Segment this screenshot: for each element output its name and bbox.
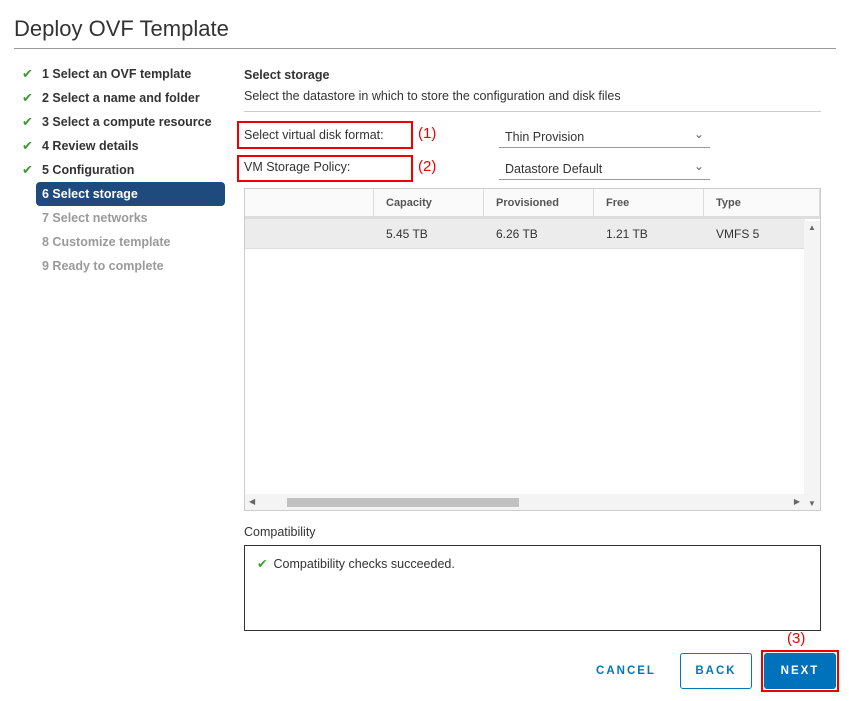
chevron-down-icon: ⌄ — [693, 159, 704, 173]
back-button[interactable]: BACK — [680, 653, 752, 689]
check-icon: ✔ — [22, 162, 33, 177]
cell-capacity: 5.45 TB — [386, 227, 428, 241]
annotation-label: (1) — [418, 125, 437, 142]
divider — [244, 111, 821, 112]
storage-policy-select[interactable]: Datastore Default ⌄ — [499, 156, 710, 180]
page-title: Deploy OVF Template — [14, 16, 229, 41]
main-panel: Select storage Select the datastore in w… — [244, 62, 821, 112]
check-icon: ✔ — [22, 138, 33, 153]
horizontal-scrollbar[interactable]: ◀ ▶ — [245, 494, 804, 510]
divider — [14, 48, 836, 49]
table-row[interactable]: 5.45 TB 6.26 TB 1.21 TB VMFS 5 — [245, 219, 805, 249]
step-label: 5 Configuration — [42, 163, 135, 177]
step-label: 9 Ready to complete — [42, 259, 164, 273]
column-header-free[interactable]: Free — [594, 189, 704, 216]
cancel-button[interactable]: CANCEL — [596, 665, 656, 677]
storage-policy-label: VM Storage Policy: — [244, 160, 351, 174]
scroll-left-icon[interactable]: ◀ — [249, 497, 256, 506]
disk-format-select[interactable]: Thin Provision ⌄ — [499, 124, 710, 148]
wizard-step-5[interactable]: ✔ 5 Configuration — [20, 158, 235, 182]
scrollbar-thumb[interactable] — [287, 498, 519, 507]
scroll-right-icon[interactable]: ▶ — [793, 497, 800, 506]
compatibility-label: Compatibility — [244, 525, 316, 539]
disk-format-label: Select virtual disk format: — [244, 128, 384, 142]
annotation-label: (3) — [787, 630, 806, 647]
step-label: 6 Select storage — [42, 187, 138, 201]
wizard-step-6[interactable]: 6 Select storage — [36, 182, 225, 206]
step-label: 8 Customize template — [42, 235, 171, 249]
section-description: Select the datastore in which to store t… — [244, 89, 621, 103]
column-header-provisioned[interactable]: Provisioned — [484, 189, 594, 216]
step-label: 2 Select a name and folder — [42, 91, 200, 105]
column-header-type[interactable]: Type — [704, 189, 820, 216]
wizard-step-9: 9 Ready to complete — [20, 254, 235, 278]
cell-free: 1.21 TB — [606, 227, 648, 241]
step-label: 1 Select an OVF template — [42, 67, 192, 81]
cell-provisioned: 6.26 TB — [496, 227, 538, 241]
cell-type: VMFS 5 — [716, 227, 760, 241]
next-button[interactable]: NEXT — [764, 653, 836, 689]
section-heading: Select storage — [244, 68, 330, 82]
wizard-step-4[interactable]: ✔ 4 Review details — [20, 134, 235, 158]
wizard-step-1[interactable]: ✔ 1 Select an OVF template — [20, 62, 235, 86]
scroll-up-icon[interactable]: ▲ — [808, 223, 816, 232]
step-label: 3 Select a compute resource — [42, 115, 212, 129]
step-label: 7 Select networks — [42, 211, 148, 225]
datastore-table: Capacity Provisioned Free Type 5.45 TB 6… — [244, 188, 821, 511]
table-header: Capacity Provisioned Free Type — [245, 189, 820, 219]
compatibility-message: Compatibility checks succeeded. — [273, 557, 455, 571]
check-icon: ✔ — [22, 66, 33, 81]
step-label: 4 Review details — [42, 139, 139, 153]
cell-name — [245, 219, 374, 248]
column-header[interactable] — [245, 189, 374, 216]
select-value: Thin Provision — [505, 130, 585, 144]
chevron-down-icon: ⌄ — [693, 127, 704, 141]
wizard-steps: ✔ 1 Select an OVF template ✔ 2 Select a nam… — [20, 62, 235, 278]
wizard-step-2[interactable]: ✔ 2 Select a name and folder — [20, 86, 235, 110]
check-icon: ✔ — [22, 90, 33, 105]
column-header-capacity[interactable]: Capacity — [374, 189, 484, 216]
wizard-step-8: 8 Customize template — [20, 230, 235, 254]
annotation-label: (2) — [418, 158, 437, 175]
vertical-scrollbar[interactable]: ▲ ▼ — [804, 221, 820, 510]
compatibility-panel: ✔ Compatibility checks succeeded. — [244, 545, 821, 631]
select-value: Datastore Default — [505, 162, 603, 176]
scroll-down-icon[interactable]: ▼ — [808, 499, 816, 508]
check-icon: ✔ — [257, 557, 268, 571]
wizard-step-3[interactable]: ✔ 3 Select a compute resource — [20, 110, 235, 134]
check-icon: ✔ — [22, 114, 33, 129]
wizard-step-7: 7 Select networks — [20, 206, 235, 230]
